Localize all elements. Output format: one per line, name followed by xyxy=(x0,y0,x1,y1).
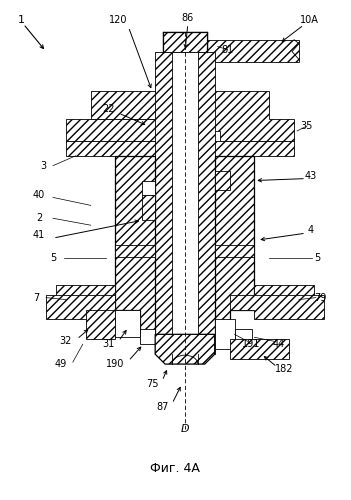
Bar xyxy=(142,196,155,220)
Text: 5: 5 xyxy=(314,253,320,263)
Text: D: D xyxy=(181,424,189,434)
Bar xyxy=(163,32,207,52)
Text: 4: 4 xyxy=(308,225,314,235)
Polygon shape xyxy=(195,92,294,141)
Polygon shape xyxy=(215,156,254,334)
Polygon shape xyxy=(91,92,175,131)
Bar xyxy=(234,330,252,344)
Text: 87: 87 xyxy=(156,402,168,411)
Text: 5: 5 xyxy=(50,253,56,263)
Text: 35: 35 xyxy=(301,121,313,131)
Text: Фиг. 4А: Фиг. 4А xyxy=(150,462,200,475)
Bar xyxy=(155,52,175,354)
Text: 120: 120 xyxy=(109,15,128,25)
Bar xyxy=(142,180,155,196)
Bar xyxy=(115,245,155,257)
Polygon shape xyxy=(155,334,215,364)
Text: 44: 44 xyxy=(273,339,285,349)
Bar xyxy=(215,245,254,257)
Text: 31: 31 xyxy=(102,339,115,349)
Bar xyxy=(163,32,207,52)
Text: 2: 2 xyxy=(36,214,42,224)
Text: 191: 191 xyxy=(242,339,260,349)
Text: 81: 81 xyxy=(221,44,234,54)
Bar xyxy=(195,40,299,62)
Polygon shape xyxy=(195,141,294,156)
Bar xyxy=(140,330,155,344)
Polygon shape xyxy=(66,141,175,156)
Text: 10A: 10A xyxy=(299,15,318,25)
Text: 3: 3 xyxy=(40,160,46,170)
Text: 22: 22 xyxy=(102,104,115,114)
Text: 41: 41 xyxy=(33,230,45,240)
Text: 190: 190 xyxy=(106,359,125,369)
Bar xyxy=(215,170,230,190)
Polygon shape xyxy=(66,119,175,141)
Text: 86: 86 xyxy=(182,13,194,23)
Polygon shape xyxy=(56,284,115,310)
Bar xyxy=(172,52,198,359)
Polygon shape xyxy=(254,284,314,310)
Polygon shape xyxy=(230,294,324,320)
Text: 1: 1 xyxy=(18,15,25,25)
Text: 182: 182 xyxy=(275,364,293,374)
Text: 7: 7 xyxy=(33,292,39,302)
Text: 79: 79 xyxy=(314,292,327,302)
Text: 75: 75 xyxy=(146,379,158,389)
Polygon shape xyxy=(86,310,115,340)
Polygon shape xyxy=(115,156,155,334)
Text: 49: 49 xyxy=(55,359,67,369)
Bar xyxy=(115,310,140,338)
Polygon shape xyxy=(230,340,289,359)
Text: 32: 32 xyxy=(60,336,72,346)
Text: 40: 40 xyxy=(33,190,45,200)
Polygon shape xyxy=(46,294,140,320)
Text: 43: 43 xyxy=(305,170,317,180)
Bar xyxy=(195,52,215,354)
Bar xyxy=(215,320,234,349)
